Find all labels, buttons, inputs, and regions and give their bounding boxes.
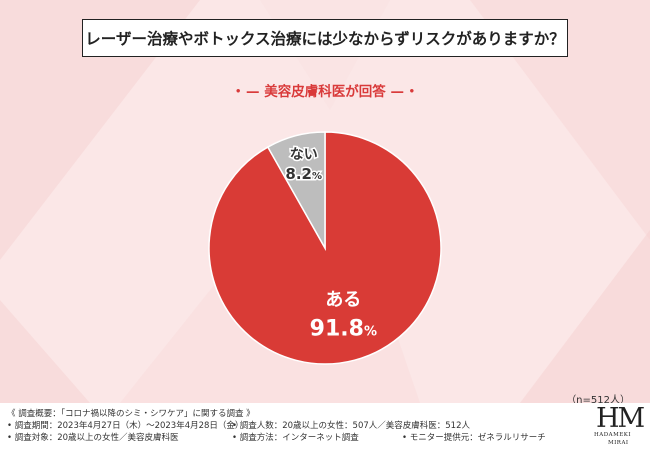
subtitle-bullet-left: • [234, 86, 242, 98]
subtitle-bullet-right: • [408, 86, 416, 98]
slice-label-1: ない [290, 147, 318, 163]
survey-target: • 調査対象：20歳以上の女性／美容皮膚科医 [7, 433, 179, 443]
chart-title: レーザー治療やボトックス治療には少なからずリスクがありますか？ [85, 30, 565, 48]
subtitle-text: 美容皮膚科医が回答 [264, 84, 386, 100]
title-box: レーザー治療やボトックス治療には少なからずリスクがありますか？ [82, 19, 568, 57]
sample-size: （n=512人） [566, 395, 630, 406]
survey-overview: 《 調査概要：「コロナ禍以降のシミ・シワケア」に関する調査 》 [7, 409, 255, 419]
logo-mark: HM [596, 403, 645, 434]
survey-period: • 調査期間：2023年4月27日（木）〜2023年4月28日（金） [7, 421, 244, 431]
survey-respondents: • 調査人数：20歳以上の女性：507人／美容皮膚科医：512人 [232, 421, 470, 431]
slice-unit-0: % [364, 325, 377, 340]
survey-method: • 調査方法：インターネット調査 [232, 433, 359, 443]
slice-unit-1: % [312, 171, 322, 182]
logo-text-2: MIRAI [608, 440, 629, 446]
subtitle: • — 美容皮膚科医が回答 — • [0, 80, 650, 100]
subtitle-dash-right: — [390, 84, 404, 100]
subtitle-dash-left: — [246, 84, 260, 100]
footer: 《 調査概要：「コロナ禍以降のシミ・シワケア」に関する調査 》 • 調査期間：2… [0, 403, 650, 450]
pie-slice-1 [266, 131, 326, 251]
logo-text-1: HADAMEKI [594, 432, 632, 438]
slice-label-0: ある [325, 290, 361, 311]
survey-provider: • モニター提供元：ゼネラルリサーチ [402, 433, 546, 443]
